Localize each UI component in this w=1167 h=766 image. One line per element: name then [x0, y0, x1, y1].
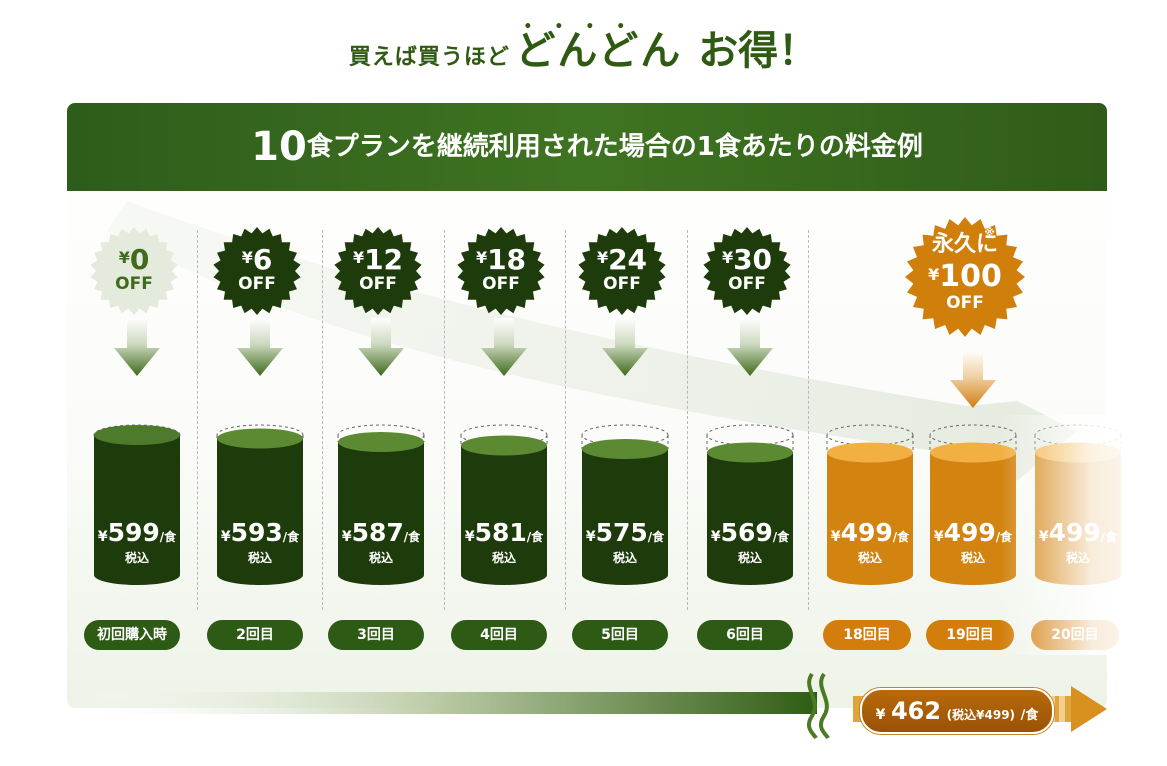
purchase-count-label: 6回目 [697, 620, 793, 650]
progress-bar [67, 692, 817, 714]
starburst-icon [213, 227, 301, 315]
column-divider [687, 230, 688, 610]
purchase-count-label: 19回目 [926, 620, 1014, 650]
starburst-icon [703, 227, 791, 315]
price-cylinder: ¥599/食税込 [92, 420, 182, 585]
emphasis-dots: •••• [523, 19, 648, 35]
cylinder-icon [826, 424, 914, 585]
starburst-icon [334, 227, 422, 315]
down-arrow-icon [114, 318, 160, 376]
permanent-discount-badge: 永久に ※ ¥100 OFF [905, 212, 1025, 342]
down-arrow-icon [358, 318, 404, 376]
headline-prefix: 買えば買うほど [348, 45, 510, 70]
down-arrow-icon [481, 318, 527, 376]
price-cylinder: ¥587/食税込 [336, 420, 426, 585]
tax-label: 税込 [247, 551, 272, 565]
purchase-count-label: 2回目 [207, 620, 303, 650]
headline-emphasis-text: どんどん [515, 28, 683, 74]
discount-badge: ¥6 OFF [211, 225, 303, 317]
price-cylinder: ¥499/食税込 [825, 420, 915, 585]
discount-badge: ¥30 OFF [701, 225, 793, 317]
column-divider [444, 230, 445, 610]
meal-price: ¥499/食 [830, 518, 910, 547]
cylinder-icon [216, 424, 304, 585]
off-label: OFF [482, 274, 520, 294]
cylinder-icon [460, 424, 548, 585]
discount-badge: ¥18 OFF [455, 225, 547, 317]
cylinder-icon [581, 424, 669, 585]
tax-label: 税込 [612, 551, 637, 565]
price-cylinder: ¥569/食税込 [705, 420, 795, 585]
meal-price: ¥581/食 [464, 518, 544, 547]
cylinder-icon [337, 424, 425, 585]
down-arrow-icon [950, 350, 996, 408]
purchase-count-label: 3回目 [328, 620, 424, 650]
final-price: 462 [890, 697, 942, 725]
tax-label: 税込 [857, 551, 882, 565]
starburst-icon [905, 217, 1025, 337]
cylinder-icon [929, 424, 1017, 585]
discount-amount: ¥6 [241, 243, 273, 276]
starburst-icon [578, 227, 666, 315]
starburst-icon [457, 227, 545, 315]
column-divider [197, 230, 198, 610]
price-cylinder: ¥499/食税込 [928, 420, 1018, 585]
tax-label: 税込 [737, 551, 762, 565]
starburst-icon [90, 227, 178, 315]
off-label: OFF [728, 274, 766, 294]
plan-meal-count: 10 [251, 124, 307, 170]
headline-emphasis: •••• どんどん [515, 20, 698, 74]
permanent-discount-amount: ¥100 [928, 259, 1002, 294]
down-arrow-icon [602, 318, 648, 376]
purchase-count-label: 5回目 [572, 620, 668, 650]
meal-price: ¥593/食 [220, 518, 300, 547]
cylinder-icon [93, 424, 181, 585]
price-cylinder: ¥581/食税込 [459, 420, 549, 585]
headline: 買えば買うほど •••• どんどん お得！ [0, 18, 1167, 76]
down-arrow-icon [237, 318, 283, 376]
permanent-prefix: 永久に ※ [905, 226, 1025, 258]
discount-amount: ¥24 [596, 243, 648, 276]
meal-price: ¥599/食 [97, 518, 177, 547]
footnote-mark: ※ [984, 226, 995, 239]
tax-label: 税込 [368, 551, 393, 565]
skip-marker-icon [806, 672, 830, 740]
final-price-note: (税込¥499) [946, 708, 1016, 722]
down-arrow-icon [727, 318, 773, 376]
cylinder-icon [706, 424, 794, 585]
price-cylinder: ¥593/食税込 [215, 420, 305, 585]
final-price-badge: ¥ 462 (税込¥499) /食 [860, 688, 1054, 734]
discount-amount: ¥18 [475, 243, 527, 276]
purchase-count-label: 初回購入時 [84, 620, 180, 650]
tax-label: 税込 [491, 551, 516, 565]
tax-label: 税込 [960, 551, 985, 565]
plan-banner-text: 食プランを継続利用された場合の1食あたりの料金例 [306, 132, 923, 162]
pricing-panel: 10食プランを継続利用された場合の1食あたりの料金例 [67, 103, 1107, 708]
purchase-count-label: 18回目 [823, 620, 911, 650]
column-divider [808, 230, 809, 610]
price-cylinder: ¥575/食税込 [580, 420, 670, 585]
fade-overlay [1000, 415, 1167, 655]
meal-price: ¥587/食 [341, 518, 421, 547]
discount-badge: ¥12 OFF [332, 225, 424, 317]
off-label: OFF [238, 274, 276, 294]
discount-amount: ¥12 [352, 243, 404, 276]
headline-suffix: お得！ [698, 28, 819, 74]
discount-amount: ¥0 [118, 243, 150, 276]
downward-trend-arrow [107, 201, 1077, 481]
meal-price: ¥575/食 [585, 518, 665, 547]
purchase-count-label: 4回目 [451, 620, 547, 650]
discount-badge: ¥24 OFF [576, 225, 668, 317]
off-label: OFF [359, 274, 397, 294]
column-divider [565, 230, 566, 610]
permanent-off-label: OFF [946, 293, 984, 313]
meal-price: ¥569/食 [710, 518, 790, 547]
discount-badge: ¥0 OFF [88, 225, 180, 317]
tax-label: 税込 [124, 551, 149, 565]
column-divider [322, 230, 323, 610]
off-label: OFF [603, 274, 641, 294]
discount-amount: ¥30 [721, 243, 773, 276]
off-label: OFF [115, 274, 153, 294]
plan-banner: 10食プランを継続利用された場合の1食あたりの料金例 [67, 103, 1107, 191]
